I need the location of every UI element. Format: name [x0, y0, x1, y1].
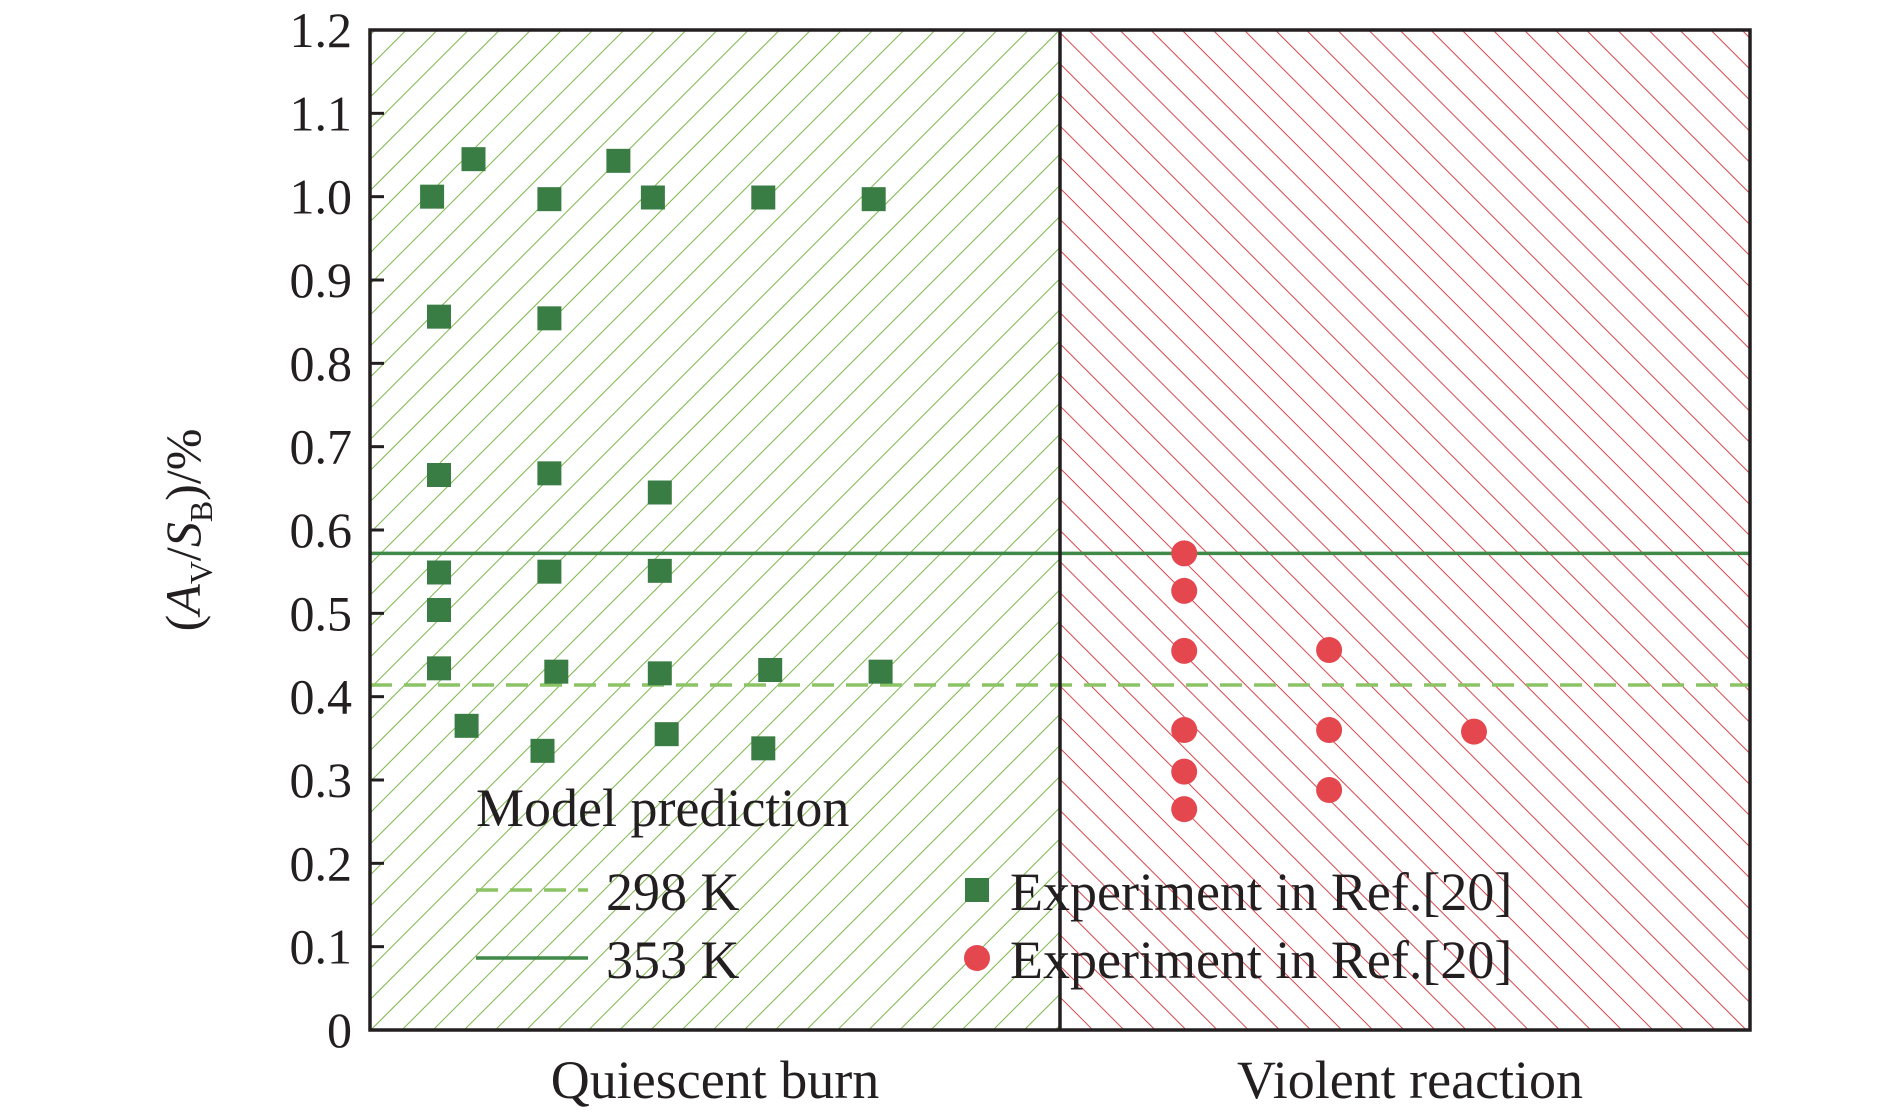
legend-circle-label: Experiment in Ref.[20]	[1010, 930, 1512, 990]
square-marker	[868, 659, 893, 684]
y-tick-label: 0.3	[290, 752, 353, 808]
category-label-quiescent: Quiescent burn	[551, 1050, 879, 1110]
square-marker	[647, 558, 672, 583]
square-marker	[654, 722, 679, 747]
legend-model-title: Model prediction	[476, 778, 849, 838]
square-marker	[758, 658, 783, 682]
y-title-slash: /	[155, 547, 211, 561]
y-axis-ticks: 0 0.1 0.2 0.3 0.4 0.5 0.6 0.7 0.8 0.9 1.0 1.1 1.2	[290, 2, 384, 1058]
y-title-a: A	[155, 584, 211, 618]
y-title-s: S	[155, 522, 211, 547]
legend-square-label: Experiment in Ref.[20]	[1010, 862, 1512, 922]
y-tick-label: 1.2	[290, 2, 353, 58]
circle-marker	[1171, 577, 1198, 604]
circle-marker	[1171, 540, 1198, 567]
legend: Model prediction 298 K 353 K Experiment …	[476, 778, 1512, 990]
square-marker	[420, 184, 445, 209]
data-points	[420, 147, 1487, 823]
y-title-s-sub: B	[183, 501, 219, 522]
region-quiescent-burn	[368, 28, 1062, 1032]
square-marker	[537, 461, 562, 486]
circle-marker	[1316, 637, 1343, 663]
y-tick-label: 0.1	[290, 919, 353, 975]
y-title-close: )/%	[155, 429, 211, 501]
circle-marker	[1461, 718, 1487, 745]
y-tick-label: 0	[327, 1002, 352, 1058]
y-title-open: (	[155, 615, 211, 632]
circle-marker	[1171, 717, 1198, 743]
y-tick-label: 1.1	[290, 85, 353, 141]
y-tick-label: 0.2	[290, 835, 353, 891]
y-tick-label: 0.8	[290, 335, 353, 391]
legend-circle-marker	[964, 945, 990, 971]
circle-marker	[1316, 777, 1343, 803]
y-title-a-sub: V	[183, 561, 219, 584]
square-marker	[751, 185, 776, 210]
square-marker	[537, 559, 562, 584]
circle-marker	[1171, 758, 1198, 785]
y-tick-label: 0.5	[290, 585, 353, 641]
square-marker	[461, 147, 486, 172]
square-marker	[861, 187, 886, 212]
square-marker	[606, 148, 631, 173]
square-marker	[647, 661, 672, 686]
circle-marker	[1171, 796, 1198, 823]
square-marker	[427, 463, 451, 487]
square-marker	[647, 480, 672, 505]
square-marker	[537, 306, 562, 331]
y-tick-label: 1.0	[290, 169, 353, 225]
y-tick-label: 0.7	[290, 419, 353, 475]
legend-square-marker	[965, 878, 989, 902]
y-tick-label: 0.4	[290, 669, 353, 725]
region-violent-reaction	[1060, 30, 1750, 1030]
square-marker	[751, 736, 776, 761]
category-label-violent: Violent reaction	[1237, 1050, 1583, 1110]
legend-353k-label: 353 K	[606, 930, 740, 990]
square-marker	[427, 598, 451, 622]
square-marker	[454, 713, 479, 738]
circle-marker	[1316, 717, 1343, 743]
square-marker	[427, 560, 451, 585]
y-tick-label: 0.6	[290, 502, 353, 558]
square-marker	[427, 304, 451, 329]
y-tick-label: 0.9	[290, 252, 353, 308]
y-axis-title: (AV/SB)/%	[155, 429, 219, 632]
square-marker	[640, 185, 665, 210]
square-marker	[544, 659, 569, 684]
square-marker	[427, 656, 451, 681]
square-marker	[537, 187, 562, 212]
legend-298k-label: 298 K	[606, 862, 740, 922]
circle-marker	[1171, 637, 1198, 664]
square-marker	[530, 738, 555, 763]
